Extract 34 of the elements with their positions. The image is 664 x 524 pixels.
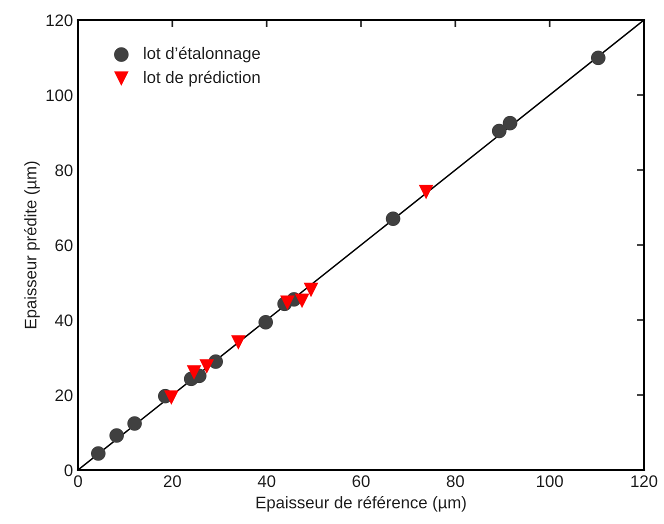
- point: [502, 116, 518, 130]
- point: [492, 124, 506, 138]
- x-tick-label: 100: [537, 475, 563, 488]
- point: [258, 314, 274, 330]
- y-tick-label: 120: [46, 14, 72, 26]
- x-tick-label: 60: [352, 475, 370, 488]
- point: [304, 282, 318, 298]
- legend-label: lot de prédiction: [144, 70, 260, 86]
- x-tick-label: 40: [258, 475, 276, 488]
- point: [418, 184, 434, 200]
- point: [590, 50, 606, 66]
- point: [294, 294, 310, 308]
- point: [164, 390, 179, 405]
- y-tick-label: 80: [55, 164, 72, 176]
- y-tick-label: 0: [64, 464, 72, 476]
- y-tick-label: 20: [55, 389, 72, 402]
- y-tick-label: 40: [54, 314, 72, 326]
- point: [280, 295, 295, 310]
- point: [109, 428, 124, 443]
- x-tick-label: 80: [446, 475, 464, 488]
- y-axis-title: Epaisseur prédite (µm): [24, 162, 40, 328]
- x-tick-label: 0: [74, 475, 82, 488]
- y-tick-label: 60: [55, 239, 72, 252]
- x-tick-label: 120: [631, 475, 658, 488]
- legend-label: lot d’étalonnage: [144, 46, 260, 62]
- point: [231, 335, 246, 350]
- x-tick-label: 20: [164, 475, 181, 488]
- point: [127, 416, 142, 431]
- y-tick-label: 100: [46, 89, 72, 102]
- point: [186, 365, 202, 380]
- point: [91, 446, 106, 461]
- point: [386, 211, 400, 226]
- point: [199, 359, 214, 374]
- x-axis-title: Epaisseur de référence (µm): [256, 496, 466, 512]
